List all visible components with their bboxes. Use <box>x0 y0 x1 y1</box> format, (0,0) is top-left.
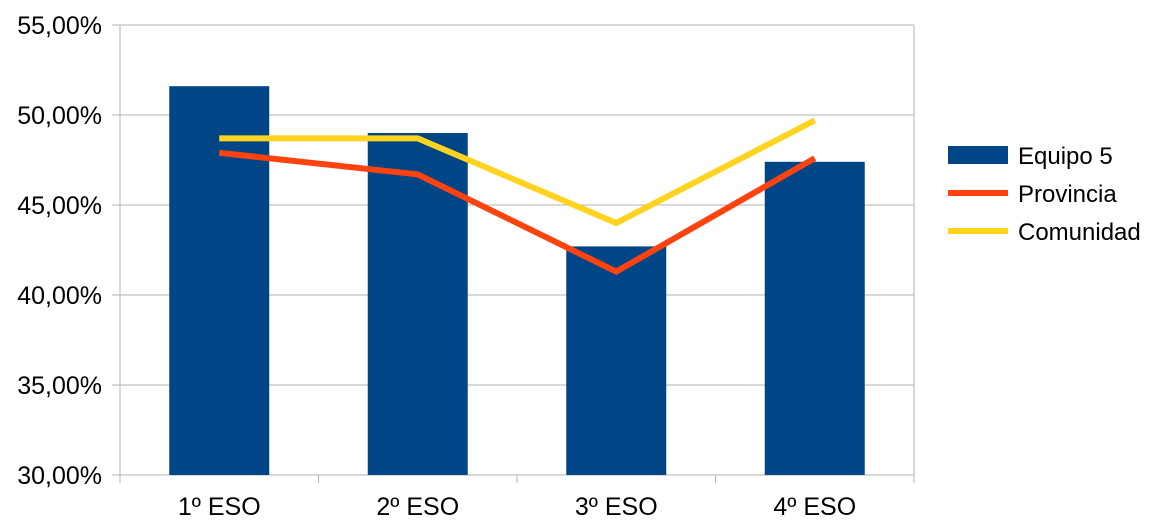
y-tick-label: 45,00% <box>17 192 102 220</box>
y-tick-label: 40,00% <box>17 282 102 310</box>
axes: 30,00% 35,00% 40,00% 45,00% 50,00% 55,00% 1º E… <box>17 12 915 521</box>
x-tick-label: 4º ESO <box>773 493 856 521</box>
legend-label: Comunidad <box>1018 219 1141 246</box>
bar-equipo-5 <box>169 86 270 475</box>
bar-equipo-5 <box>367 133 468 475</box>
bars <box>169 86 865 476</box>
line-comunidad <box>219 117 817 227</box>
legend-swatch-bar <box>948 146 1008 164</box>
legend: Equipo 5 Provincia Comunidad <box>948 143 1141 246</box>
y-tick-label: 35,00% <box>17 372 102 400</box>
lines <box>218 117 817 275</box>
y-tick-label: 55,00% <box>17 12 102 40</box>
x-tick-label: 3º ESO <box>575 493 658 521</box>
y-tick-label: 30,00% <box>17 462 102 490</box>
legend-label: Provincia <box>1018 181 1117 208</box>
legend-label: Equipo 5 <box>1018 143 1113 170</box>
y-tick-label: 50,00% <box>17 102 102 130</box>
line-provincia <box>218 149 817 275</box>
bar-equipo-5 <box>764 161 865 476</box>
x-tick-label: 1º ESO <box>178 493 261 521</box>
x-tick-label: 2º ESO <box>376 493 459 521</box>
bar-equipo-5 <box>566 246 667 475</box>
